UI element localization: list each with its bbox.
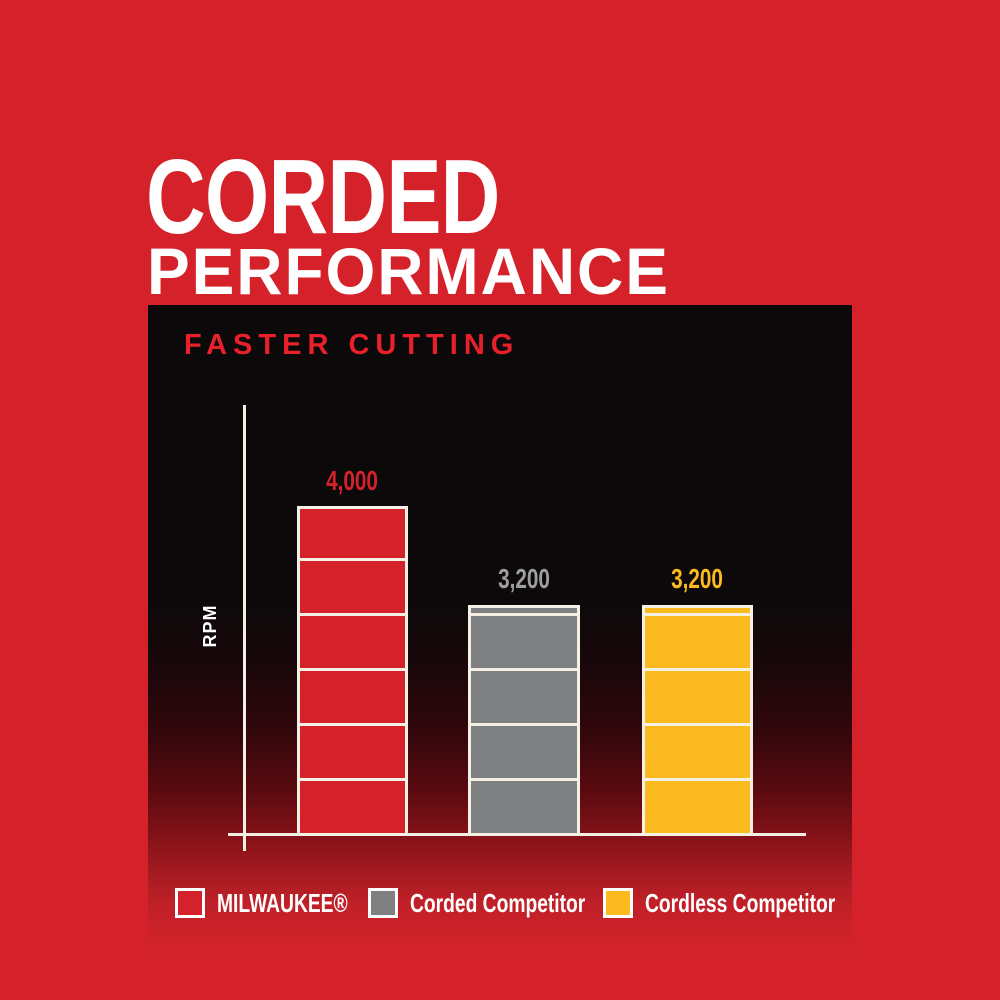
headline-corded: CORDED xyxy=(146,138,500,256)
legend-label-corded-competitor: Corded Competitor xyxy=(410,888,586,918)
bar-milwaukee xyxy=(297,506,408,836)
legend-label-cordless-competitor: Cordless Competitor xyxy=(645,888,836,918)
bar-value-cordless-competitor: 3,200 xyxy=(671,563,723,594)
legend-item-corded-competitor: Corded Competitor xyxy=(368,887,647,919)
chart-legend: MILWAUKEE® Corded Competitor Cordless Co… xyxy=(175,887,835,919)
legend-label-milwaukee: MILWAUKEE® xyxy=(217,888,348,918)
headline-performance: PERFORMANCE xyxy=(147,234,670,308)
bar-cordless-competitor xyxy=(642,605,753,836)
chart-panel: FASTER CUTTING RPM 4,000 3,200 3,200 MIL… xyxy=(148,305,852,955)
bar-corded-competitor xyxy=(468,605,580,836)
legend-swatch-corded-competitor xyxy=(368,888,398,918)
y-axis-line xyxy=(243,405,246,851)
legend-swatch-milwaukee xyxy=(175,888,205,918)
bar-value-corded-competitor: 3,200 xyxy=(498,563,550,594)
bar-value-milwaukee: 4,000 xyxy=(326,465,378,496)
chart-title: FASTER CUTTING xyxy=(184,329,520,361)
legend-item-cordless-competitor: Cordless Competitor xyxy=(603,887,902,919)
y-axis-label: RPM xyxy=(200,604,220,648)
legend-swatch-cordless-competitor xyxy=(603,888,633,918)
legend-item-milwaukee: MILWAUKEE® xyxy=(175,887,394,919)
